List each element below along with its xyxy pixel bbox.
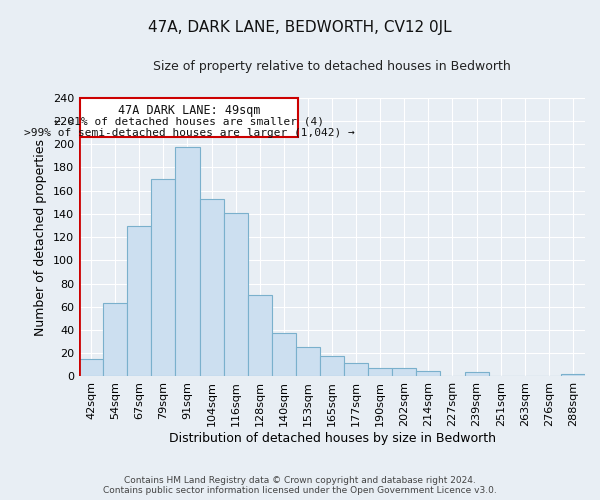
Text: Contains HM Land Registry data © Crown copyright and database right 2024.
Contai: Contains HM Land Registry data © Crown c… — [103, 476, 497, 495]
Y-axis label: Number of detached properties: Number of detached properties — [34, 138, 47, 336]
Bar — [416, 370, 440, 376]
Text: ← <1% of detached houses are smaller (4): ← <1% of detached houses are smaller (4) — [54, 116, 324, 126]
Bar — [272, 334, 296, 376]
Bar — [151, 179, 175, 376]
Title: Size of property relative to detached houses in Bedworth: Size of property relative to detached ho… — [153, 60, 511, 73]
Bar — [561, 374, 585, 376]
Bar — [127, 226, 151, 376]
Text: >99% of semi-detached houses are larger (1,042) →: >99% of semi-detached houses are larger … — [24, 128, 355, 138]
Bar — [79, 359, 103, 376]
Bar — [80, 98, 298, 138]
Bar — [344, 362, 368, 376]
Text: 47A, DARK LANE, BEDWORTH, CV12 0JL: 47A, DARK LANE, BEDWORTH, CV12 0JL — [148, 20, 452, 35]
Bar — [103, 304, 127, 376]
Bar — [368, 368, 392, 376]
X-axis label: Distribution of detached houses by size in Bedworth: Distribution of detached houses by size … — [169, 432, 496, 445]
Bar — [224, 212, 248, 376]
Bar — [296, 348, 320, 376]
Bar — [175, 146, 200, 376]
Bar — [248, 295, 272, 376]
Bar — [320, 356, 344, 376]
Text: 47A DARK LANE: 49sqm: 47A DARK LANE: 49sqm — [118, 104, 260, 117]
Bar — [392, 368, 416, 376]
Bar — [200, 199, 224, 376]
Bar — [464, 372, 488, 376]
